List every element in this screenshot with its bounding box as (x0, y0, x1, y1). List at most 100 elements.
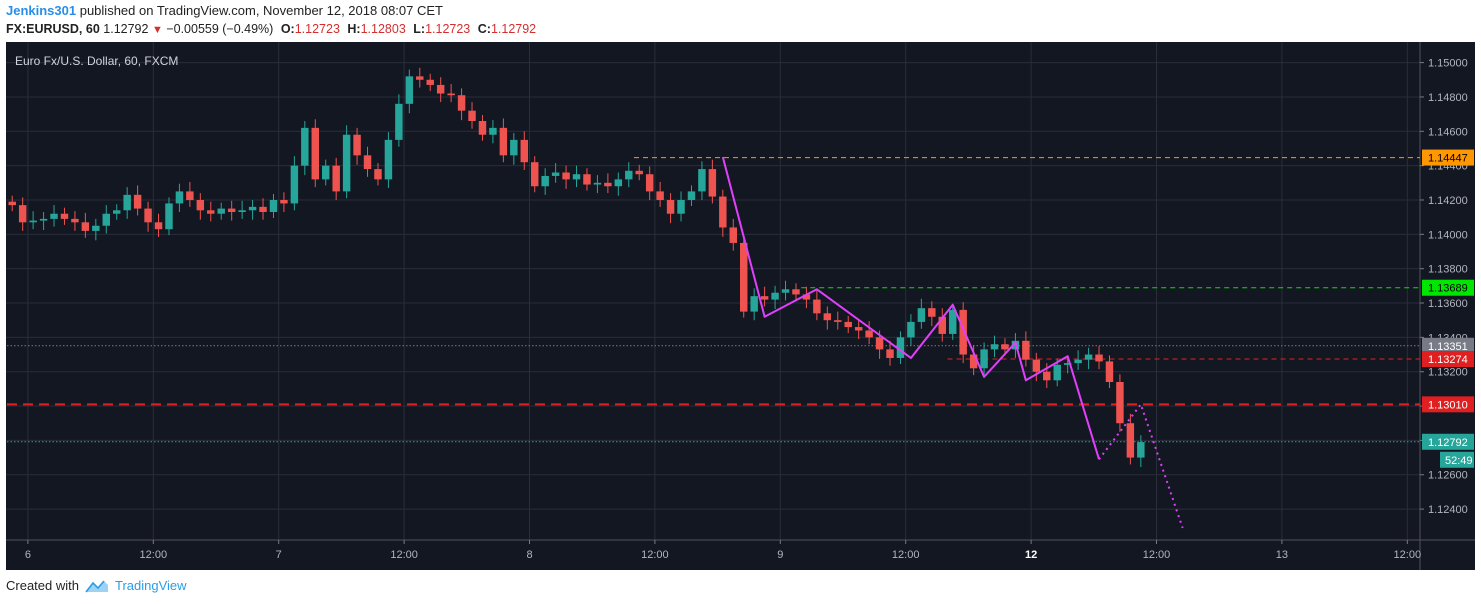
high-value: 1.12803 (360, 22, 406, 36)
chart-title: Euro Fx/U.S. Dollar, 60, FXCM (15, 54, 178, 68)
candle-body (854, 327, 863, 331)
change-value: −0.00559 (−0.49%) (166, 22, 274, 36)
x-tick-label: 7 (276, 549, 282, 561)
y-tick-label: 1.14800 (1428, 92, 1468, 104)
candle-body (719, 196, 727, 228)
candle-body (698, 169, 706, 192)
y-tick-label: 1.13600 (1428, 298, 1468, 310)
candle-body (207, 210, 215, 214)
candle-body (436, 84, 445, 94)
candle-body (405, 76, 414, 104)
candle-body (60, 213, 69, 219)
candle-body (865, 330, 873, 338)
candle-body (290, 165, 299, 204)
candle-body (823, 313, 832, 321)
candle-body (478, 120, 487, 135)
candle-body (1063, 363, 1072, 365)
y-tick-label: 1.14600 (1428, 126, 1468, 138)
candle-body (917, 308, 926, 322)
tradingview-brand[interactable]: TradingView (85, 578, 187, 593)
candle-body (771, 292, 779, 300)
chart-container[interactable]: Euro Fx/U.S. Dollar, 60, FXCM 1.15000 1.14… (6, 42, 1475, 570)
candle-body (196, 199, 205, 211)
candle-body (938, 316, 946, 334)
publish-text: published on TradingView.com, November 1… (76, 3, 443, 18)
candle-body (886, 349, 894, 358)
candle-body (844, 321, 852, 328)
candle-body (416, 76, 424, 80)
candle-body (625, 170, 633, 180)
candle-body (729, 227, 737, 243)
candle-body (666, 199, 675, 214)
pattern-projection (1098, 403, 1184, 529)
candle-body (541, 175, 549, 187)
level-label-bg-resistance-orange (1422, 149, 1474, 166)
tradingview-logo-icon (85, 579, 108, 592)
candle-body (1116, 382, 1124, 424)
candle-body (760, 296, 769, 300)
candle-body (154, 222, 163, 230)
candle-body (468, 110, 476, 121)
candle-body (907, 321, 915, 338)
x-tick-label: 12:00 (140, 549, 168, 561)
candle-body (217, 208, 225, 214)
candle-body (457, 95, 466, 111)
candle-body (1137, 442, 1145, 458)
level-label-level-green: 1.13689 (1428, 283, 1468, 295)
price-chart[interactable]: Euro Fx/U.S. Dollar, 60, FXCM 1.15000 1.14… (6, 42, 1475, 570)
level-label-bg-level-red-light (1422, 351, 1474, 368)
candle-body (593, 182, 602, 185)
footer: Created with TradingView (6, 578, 187, 593)
y-tick-label: 1.15000 (1428, 58, 1468, 70)
candle-body (792, 289, 800, 295)
open-label: O: (280, 22, 295, 36)
candle-body (1022, 340, 1030, 360)
x-tick-label: 12 (1025, 549, 1037, 561)
candle-body (280, 199, 288, 204)
y-tick-label: 1.14000 (1428, 229, 1468, 241)
pattern-left-zigzag (721, 156, 1100, 460)
candle-body (980, 349, 988, 369)
candle-body (374, 169, 382, 180)
candle-body (520, 139, 528, 163)
y-tick-label: 1.13800 (1428, 264, 1468, 276)
candle-body (227, 208, 236, 213)
candle-body (645, 174, 654, 192)
candle-body (353, 134, 361, 156)
candle-body (8, 201, 16, 206)
candle-body (447, 93, 455, 96)
author-link[interactable]: Jenkins301 (6, 3, 77, 18)
candle-body (332, 165, 340, 192)
candle-body (687, 191, 696, 200)
low-label: L: (413, 22, 426, 36)
candle-body (144, 208, 152, 223)
close-label: C: (477, 22, 491, 36)
candle-body (259, 206, 267, 213)
x-tick-label: 13 (1276, 549, 1288, 561)
y-tick-label: 1.13200 (1428, 367, 1468, 379)
candle-body (1126, 423, 1135, 458)
candle-body (92, 225, 100, 231)
candle-body (133, 194, 142, 209)
candle-body (342, 134, 351, 192)
candle-body (50, 213, 58, 219)
created-with-text: Created with (6, 578, 79, 593)
level-label-bg-level-gray (1422, 337, 1474, 354)
x-tick-label: 12:00 (892, 549, 920, 561)
x-tick-label: 12:00 (641, 549, 669, 561)
candle-body (39, 218, 48, 221)
candle-body (489, 127, 497, 135)
symbol-info: FX:EURUSD, 60 1.12792 ▼ −0.00559 (−0.49%… (6, 22, 536, 36)
open-value: 1.12723 (294, 22, 340, 36)
candle-body (510, 139, 518, 156)
candle-body (635, 170, 643, 175)
candle-body (708, 169, 717, 197)
close-value: 1.12792 (490, 22, 537, 36)
candle-body (71, 218, 79, 223)
down-arrow-icon: ▼ (151, 24, 163, 36)
candle-body (813, 299, 821, 314)
candle-body (499, 127, 508, 156)
candle-body (322, 165, 330, 180)
candle-body (834, 320, 842, 322)
candle-body (301, 127, 309, 166)
